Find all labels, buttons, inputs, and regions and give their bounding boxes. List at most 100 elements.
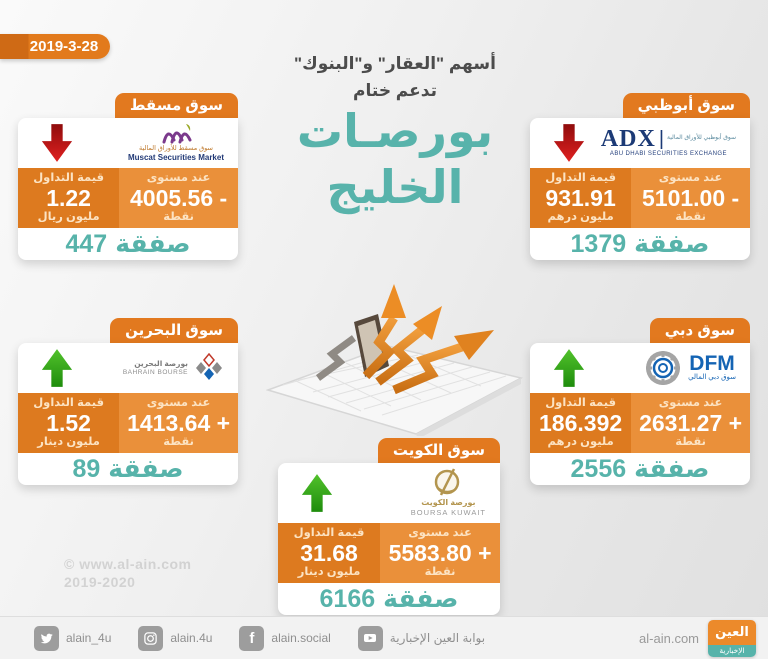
trade-value-label: قيمة التداول (545, 171, 616, 184)
index-level-label: عند مستوى (146, 171, 211, 184)
watermark-url: © www.al-ain.com (64, 556, 192, 572)
market-name-tab: سوق دبي (649, 318, 750, 343)
kuwait-logo-caption-en: BOURSA KUWAIT (410, 508, 486, 518)
trade-value-label: قيمة التداول (33, 396, 104, 409)
deals-number: 1379 (570, 229, 627, 258)
trade-value-number: 31.68 (300, 539, 358, 566)
market-card-muscat: سوق مسقط سوق مسقط للأوراق المالية (18, 93, 238, 260)
deals-word: صفقة (634, 455, 710, 483)
index-level-label: عند مستوى (146, 396, 211, 409)
headline-big2: الخليج (326, 160, 464, 213)
adx-divider: | (658, 128, 665, 151)
trade-value-cell: قيمة التداول 1.52 مليون دينار (18, 393, 120, 453)
trade-value-unit: مليون درهم (547, 211, 614, 224)
headline-line1: أسهم "العقار" و"البنوك" (294, 54, 496, 73)
kuwait-logo-caption-ar: بورصة الكويت (421, 498, 476, 508)
market-name-tab: سوق أبوظبي (622, 93, 750, 118)
deals-count: 1379 صفقة (530, 228, 750, 260)
facebook-handle: alain.social (271, 631, 331, 645)
bahrain-bourse-logo: بورصة البحرين BAHRAIN BOURSE (123, 353, 224, 383)
deals-count: 447 صفقة (18, 228, 238, 260)
deals-number: 447 (65, 229, 108, 258)
trade-value-cell: قيمة التداول 931.91 مليون درهم (530, 168, 632, 228)
muscat-securities-market-logo: سوق مسقط للأوراق المالية Muscat Securiti… (128, 123, 224, 163)
instagram-handle: alain.4u (170, 631, 213, 645)
twitter-handle: alain_4u (66, 631, 112, 645)
deals-count: 6166 صفقة (278, 583, 500, 615)
deals-word: صفقة (108, 455, 184, 483)
trade-value-unit: مليون ريال (37, 211, 100, 224)
trade-value-label: قيمة التداول (545, 396, 616, 409)
headline-big1: بورصـات (296, 105, 494, 158)
trade-value-label: قيمة التداول (293, 526, 365, 539)
facebook-icon: f (239, 625, 265, 651)
index-level-unit: نقطة (163, 211, 194, 224)
up-arrow-icon (41, 349, 73, 387)
youtube-handle: بوابة العين الإخبارية (389, 631, 486, 645)
deals-word: صفقة (634, 230, 710, 258)
index-level-cell: عند مستوى 5101.00 - نقطة (631, 168, 750, 228)
footer-bar: alain_4u alain.4u f alain.social بوابة ا… (0, 616, 768, 659)
social-twitter: alain_4u (34, 625, 112, 651)
market-name-tab: سوق الكويت (377, 438, 500, 463)
trade-value-number: 931.91 (545, 184, 616, 211)
market-card-abudhabi: سوق أبوظبي ADX | سوق أبوظبي للأوراق الما… (530, 93, 750, 260)
website-url: al-ain.com (639, 630, 699, 646)
muscat-swirl-icon (162, 123, 192, 144)
down-arrow-icon (41, 124, 73, 162)
market-name-tab: سوق البحرين (110, 318, 238, 343)
watermark: © www.al-ain.com 2019-2020 (64, 556, 192, 591)
adx-caption-en: ABU DHABI SECURITIES EXCHANGE (609, 151, 727, 158)
index-level-cell: عند مستوى 5583.80 + نقطة (380, 523, 500, 583)
index-level-label: عند مستوى (658, 171, 723, 184)
index-level-cell: عند مستوى 1413.64 + نقطة (119, 393, 238, 453)
index-level-unit: نقطة (163, 436, 194, 449)
index-level-label: عند مستوى (408, 526, 472, 539)
bahrain-logo-caption-ar: بورصة البحرين (134, 359, 188, 369)
index-level-number: 5583.80 + (388, 539, 492, 566)
twitter-icon (34, 625, 59, 651)
social-instagram: alain.4u (138, 625, 213, 651)
adx-caption-ar: سوق أبوظبي للأوراق المالية (667, 135, 736, 142)
deals-number: 6166 (319, 584, 376, 613)
trade-value-cell: قيمة التداول 31.68 مليون دينار (278, 523, 381, 583)
up-arrow-icon (301, 474, 333, 512)
trade-value-number: 1.52 (46, 409, 91, 436)
down-arrow-icon (553, 124, 585, 162)
market-name-tab: سوق مسقط (114, 93, 238, 118)
index-level-number: 2631.27 + (639, 409, 743, 436)
index-level-cell: عند مستوى 2631.27 + نقطة (631, 393, 750, 453)
dfm-logo: DFM سوق دبي المالي (644, 349, 736, 387)
watermark-years: 2019-2020 (64, 573, 136, 590)
growth-arrows-illustration (266, 284, 524, 436)
trade-value-unit: مليون دينار (297, 566, 361, 579)
deals-number: 2556 (570, 454, 627, 483)
bahrain-logo-caption-en: BAHRAIN BOURSE (122, 368, 188, 376)
bahrain-diamonds-icon (196, 353, 222, 380)
youtube-icon (357, 625, 383, 651)
trade-value-cell: قيمة التداول 186.392 مليون درهم (530, 393, 632, 453)
index-level-cell: عند مستوى 4005.56 - نقطة (119, 168, 238, 228)
index-level-unit: نقطة (675, 436, 706, 449)
muscat-logo-caption-en: Muscat Securities Market (127, 153, 224, 163)
market-card-bahrain: سوق البحرين بورصة البحرين BAHRAIN BOURSE (18, 318, 238, 485)
muscat-logo-caption-ar: سوق مسقط للأوراق المالية (139, 144, 213, 152)
adx-logo: ADX | سوق أبوظبي للأوراق المالية ABU DHA… (601, 127, 736, 159)
deals-count: 2556 صفقة (530, 453, 750, 485)
trade-value-number: 186.392 (539, 409, 623, 436)
dfm-rosette-icon (646, 351, 681, 385)
boursa-kuwait-logo: بورصة الكويت BOURSA KUWAIT (411, 468, 486, 517)
instagram-icon (138, 625, 164, 651)
trade-value-label: قيمة التداول (33, 171, 104, 184)
deals-count: 89 صفقة (18, 453, 238, 485)
trade-value-unit: مليون درهم (547, 436, 614, 449)
index-level-unit: نقطة (424, 566, 456, 579)
alain-logo-top: العين (708, 619, 756, 645)
trade-value-cell: قيمة التداول 1.22 مليون ريال (18, 168, 120, 228)
boursa-kuwait-emblem-icon (435, 468, 460, 496)
dfm-mark: DFM (689, 352, 735, 376)
social-facebook: f alain.social (239, 625, 331, 651)
up-arrow-icon (553, 349, 585, 387)
deals-number: 89 (72, 454, 101, 483)
